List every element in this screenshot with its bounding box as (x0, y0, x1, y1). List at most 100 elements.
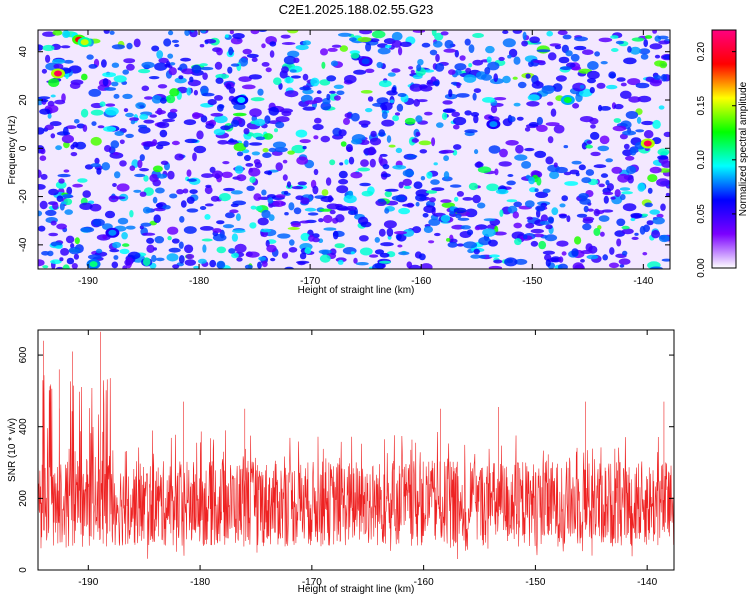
heatmap-cell (472, 59, 484, 66)
heatmap-cell (505, 140, 519, 146)
heatmap-cell (554, 45, 562, 50)
heatmap-cell (456, 93, 470, 98)
heatmap-cell (125, 225, 136, 230)
heatmap-cell (255, 205, 263, 211)
heatmap-cell (449, 184, 462, 188)
heatmap-cell (163, 38, 172, 47)
heatmap-cell (545, 224, 553, 230)
heatmap-cell (141, 232, 156, 236)
heatmap-cell (332, 230, 339, 240)
heatmap-cell (230, 63, 240, 67)
heatmap-cell (125, 63, 135, 71)
heatmap-cell (57, 173, 71, 178)
heatmap-cell (336, 185, 349, 194)
heatmap-cell (200, 115, 208, 123)
heatmap-cell (387, 72, 396, 77)
heatmap-cell (204, 186, 213, 195)
heatmap-cell (63, 59, 74, 64)
heatmap-cell (573, 45, 587, 51)
heatmap-cell (45, 54, 51, 63)
heatmap-cell (329, 90, 336, 94)
heatmap-cell (412, 226, 422, 234)
heatmap-cell (460, 225, 472, 230)
heatmap-cell (614, 189, 621, 198)
heatmap-cell (516, 116, 524, 121)
heatmap-cell (442, 108, 456, 113)
heatmap-cell (579, 84, 585, 89)
heatmap-cell (580, 250, 593, 254)
heatmap-cell (289, 69, 297, 73)
heatmap-cell (265, 67, 272, 73)
heatmap-cell (453, 124, 460, 130)
heatmap-cell (172, 264, 180, 269)
heatmap-cell (653, 75, 662, 80)
heatmap-cell (62, 193, 73, 199)
heatmap-cell (556, 240, 569, 247)
heatmap-cell (202, 72, 208, 80)
figure-title: C2E1.2025.188.02.55.G23 (279, 2, 434, 17)
heatmap-cell (581, 177, 592, 184)
heatmap-cell (611, 48, 619, 52)
heatmap-cell (470, 254, 481, 259)
heatmap-cell (430, 179, 440, 185)
heatmap-cell (649, 266, 663, 269)
heatmap-cell (660, 203, 666, 211)
heatmap-cell (365, 42, 372, 52)
heatmap-cell (245, 251, 260, 258)
heatmap-cell (176, 189, 184, 195)
heatmap-cell (300, 197, 310, 205)
heatmap-cell (621, 228, 634, 235)
heatmap-cell (302, 145, 307, 150)
heatmap-cell (391, 40, 402, 48)
heatmap-cell (425, 190, 438, 194)
heatmap-cell (231, 119, 240, 128)
heatmap-cell (620, 82, 627, 87)
heatmap-cell (222, 161, 230, 165)
heatmap-cell (416, 99, 428, 103)
heatmap-cell (557, 30, 568, 36)
heatmap-cell (555, 75, 567, 82)
heatmap-cell (611, 166, 623, 174)
heatmap-cell (199, 226, 214, 231)
heatmap-cell (599, 106, 612, 111)
heatmap-cell (478, 237, 492, 246)
heatmap-cell (60, 45, 71, 49)
heatmap-cell (647, 187, 653, 194)
heatmap-cell (590, 151, 601, 157)
heatmap-cell (359, 247, 373, 256)
heatmap-cell (456, 191, 464, 197)
heatmap-cell (608, 262, 620, 269)
heatmap-cell (302, 73, 309, 81)
heatmap-cell (339, 45, 348, 52)
heatmap-cell (61, 201, 67, 205)
heatmap-cell (524, 200, 535, 208)
heatmap-cell (413, 181, 423, 189)
heatmap-cell (154, 236, 165, 244)
heatmap-cell (212, 228, 222, 233)
heatmap-cell (378, 80, 392, 88)
heatmap-cell (348, 209, 357, 215)
heatmap-cell (544, 234, 558, 242)
heatmap-cell (257, 261, 262, 269)
heatmap-cell (96, 248, 103, 254)
heatmap-cell (406, 261, 413, 269)
heatmap-cell (419, 149, 428, 154)
heatmap-cell (642, 252, 648, 256)
heatmap-cell (160, 97, 167, 104)
heatmap-cell (253, 193, 262, 201)
heatmap-cell (359, 182, 371, 187)
heatmap-cell (291, 144, 306, 154)
heatmap-cell (270, 257, 276, 262)
heatmap-cell (429, 197, 436, 203)
heatmap-cell (442, 100, 453, 105)
heatmap-cell (38, 127, 45, 135)
heatmap-cell (376, 61, 383, 69)
heatmap-cell (559, 214, 567, 219)
heatmap-cell (571, 160, 582, 165)
heatmap-cell (231, 252, 239, 259)
heatmap-hotspot (53, 70, 62, 77)
heatmap-cell (316, 90, 322, 94)
heatmap-cell (419, 85, 433, 92)
heatmap-cell (105, 107, 119, 116)
heatmap-cell (590, 131, 600, 140)
